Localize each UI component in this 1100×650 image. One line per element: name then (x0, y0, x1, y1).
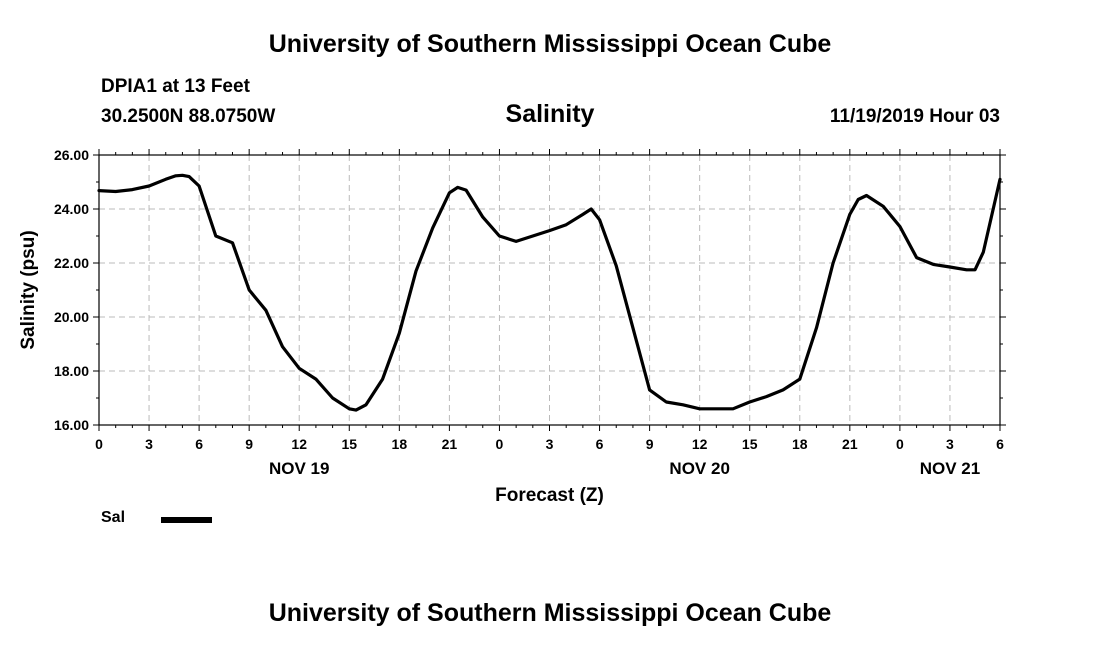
x-tick-label: 12 (291, 436, 307, 452)
x-tick-label: 3 (546, 436, 554, 452)
x-day-label: NOV 19 (269, 459, 329, 478)
footer-title: University of Southern Mississippi Ocean… (268, 599, 832, 627)
series-line-sal (97, 173, 1002, 412)
y-tick-label: 20.00 (54, 309, 89, 325)
legend-swatch (161, 517, 212, 523)
plot-frame (98, 154, 1001, 426)
x-tick-label: 0 (95, 436, 103, 452)
x-tick-label: 9 (245, 436, 253, 452)
y-tick-label: 18.00 (54, 363, 89, 379)
x-day-label: NOV 20 (669, 459, 729, 478)
axis-tick-labels: 16.00 18.00 20.00 22.00 24.00 26.00 0 3 6 9 12 15 18… (54, 147, 1004, 478)
x-tick-label: 21 (442, 436, 458, 452)
x-tick-label: 21 (842, 436, 858, 452)
x-tick-label: 15 (341, 436, 357, 452)
chart-title: Salinity (505, 100, 595, 128)
x-tick-label: 18 (392, 436, 408, 452)
legend-entry-label: Sal (101, 509, 126, 526)
y-tick-label: 26.00 (54, 147, 89, 163)
x-tick-label: 18 (792, 436, 808, 452)
forecast-datetime: 11/19/2019 Hour 03 (829, 106, 1000, 127)
x-tick-label: 6 (195, 436, 203, 452)
x-axis-label: Forecast (Z) (495, 485, 604, 506)
x-tick-label: 9 (646, 436, 654, 452)
station-coordinates: 30.2500N 88.0750W (101, 106, 276, 127)
y-tick-label: 24.00 (54, 201, 89, 217)
y-tick-label: 22.00 (54, 255, 89, 271)
x-tick-label: 3 (145, 436, 153, 452)
x-tick-label: 3 (946, 436, 954, 452)
y-tick-label: 16.00 (54, 417, 89, 433)
station-name: DPIA1 at 13 Feet (101, 76, 250, 97)
x-day-label: NOV 21 (920, 459, 980, 478)
x-tick-label: 6 (596, 436, 604, 452)
page-title: University of Southern Mississippi Ocean… (268, 30, 832, 58)
x-tick-label: 15 (742, 436, 758, 452)
x-tick-label: 12 (692, 436, 708, 452)
y-axis-label: Salinity (psu) (18, 230, 39, 349)
x-tick-label: 6 (996, 436, 1004, 452)
series-lines (97, 173, 1002, 412)
x-tick-label: 0 (896, 436, 904, 452)
x-tick-label: 0 (496, 436, 504, 452)
